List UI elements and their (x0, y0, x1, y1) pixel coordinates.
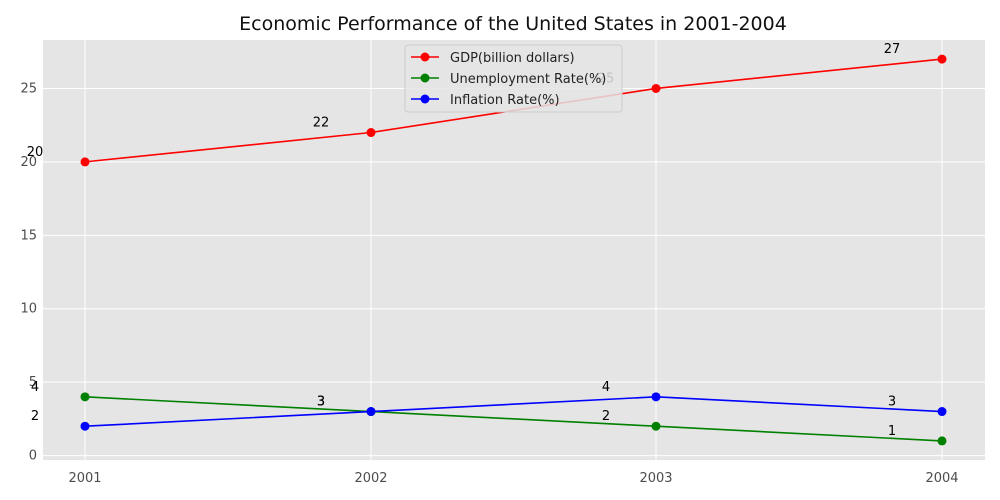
data-label: 2 (31, 409, 39, 424)
data-point (651, 392, 661, 402)
data-point (80, 421, 90, 431)
data-labels: 2022252743212343 (27, 42, 901, 439)
legend-marker (420, 94, 430, 104)
data-label: 3 (888, 395, 896, 410)
y-tick-label: 15 (20, 228, 37, 243)
y-tick-label: 5 (29, 375, 37, 390)
legend-entry: Unemployment Rate(%) (450, 72, 606, 87)
x-tick-label: 2001 (68, 471, 101, 486)
y-tick-label: 25 (20, 81, 37, 96)
data-point (937, 407, 947, 417)
data-point (651, 421, 661, 431)
legend: GDP(billion dollars) Unemployment Rate(%)… (404, 44, 623, 113)
data-point (80, 157, 90, 167)
data-point (366, 128, 376, 138)
y-tick-label: 20 (20, 155, 37, 170)
data-label: 27 (884, 42, 901, 57)
data-label: 1 (888, 424, 896, 439)
x-tick-label: 2004 (925, 471, 958, 486)
data-label: 22 (313, 116, 330, 131)
data-label: 2 (602, 409, 610, 424)
series-line (84, 396, 943, 428)
data-point (937, 54, 947, 64)
data-label: 3 (317, 395, 325, 410)
data-point (937, 436, 947, 446)
legend-marker (420, 52, 430, 62)
data-label: 4 (31, 380, 39, 395)
x-axis: 2001 2002 2003 2004 (68, 471, 958, 486)
data-label: 20 (27, 145, 44, 160)
legend-entry: GDP(billion dollars) (450, 51, 575, 66)
legend-entry: Inflation Rate(%) (450, 93, 560, 108)
data-point (80, 392, 90, 402)
y-tick-label: 0 (29, 449, 37, 464)
data-label: 3 (317, 395, 325, 410)
data-point (651, 83, 661, 93)
x-tick-label: 2003 (639, 471, 672, 486)
legend-box (404, 44, 623, 113)
x-tick-label: 2002 (354, 471, 387, 486)
legend-marker (420, 73, 430, 83)
y-axis: 0 5 10 15 20 25 (20, 81, 37, 463)
chart-title: Economic Performance of the United State… (239, 13, 787, 35)
y-tick-label: 10 (20, 302, 37, 317)
data-point (366, 407, 376, 417)
data-label: 4 (602, 380, 610, 395)
series-line (84, 396, 943, 442)
